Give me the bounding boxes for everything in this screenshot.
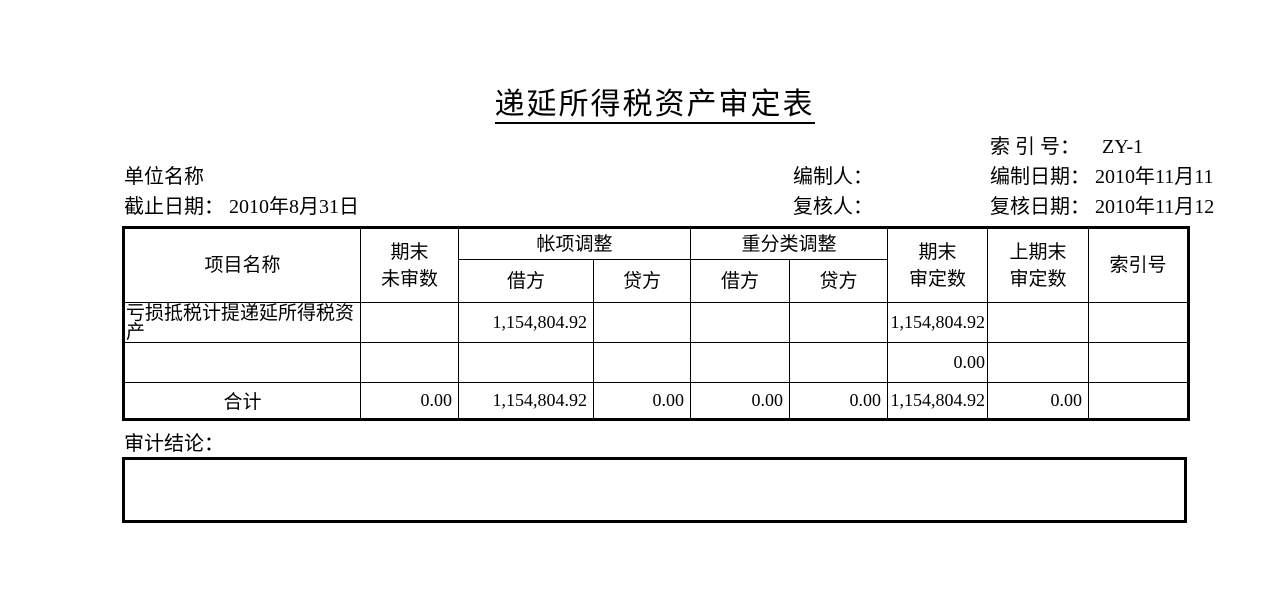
col-header-adj-credit: 贷方 [592, 259, 692, 303]
prepare-date-value: 2010年11月11 [1095, 166, 1214, 188]
cell-reclass-debit [690, 342, 791, 383]
review-date-label: 复核日期： [990, 196, 1090, 218]
cell-item-name: 亏损抵税计提递延所得税资产 [123, 302, 361, 343]
cutoff-date-value: 2010年8月31日 [229, 196, 359, 218]
cell-index-no [1088, 342, 1190, 383]
cell-ending-unaudited [360, 342, 459, 383]
cutoff-date-line: 截止日期： 2010年8月31日 [124, 196, 359, 218]
table-header-row-1: 项目名称 期末 未审数 帐项调整 重分类调整 期末 审定数 上期末 审定数 索引… [123, 227, 1190, 303]
cell-adj-debit [458, 342, 594, 383]
table-header-row-2: 借方 贷方 借方 贷方 [124, 259, 1189, 303]
col-header-ending-audited: 期末 审定数 [887, 227, 989, 303]
col-header-reclass-credit: 贷方 [789, 259, 889, 303]
index-number-line: 索 引 号： ZY-1 [990, 136, 1143, 158]
col-header-reclass-debit: 借方 [690, 259, 791, 303]
cell-reclass-debit [690, 302, 791, 343]
cell-prior-ending-audited: 0.00 [987, 382, 1090, 420]
cell-ending-audited: 1,154,804.92 [887, 382, 989, 420]
col-header-ending-unaudited: 期末 未审数 [360, 227, 459, 303]
review-date-value: 2010年11月12 [1095, 196, 1215, 218]
col-header-reclass-adjustment: 重分类调整 [690, 227, 889, 260]
table-total-row: 合计 0.00 1,154,804.92 0.00 0.00 0.00 1,15… [123, 382, 1190, 420]
cell-ending-unaudited [360, 302, 459, 343]
audit-conclusion-box [122, 457, 1187, 523]
audit-conclusion-label: 审计结论： [124, 433, 224, 455]
cell-index-no [1088, 382, 1190, 420]
col-header-index-no: 索引号 [1088, 227, 1190, 303]
page-title-text: 递延所得税资产审定表 [494, 88, 815, 124]
col-header-prior-ending-audited: 上期末 审定数 [987, 227, 1090, 303]
cell-ending-unaudited: 0.00 [360, 382, 459, 420]
cell-prior-ending-audited [987, 302, 1090, 343]
table-row: 亏损抵税计提递延所得税资产 1,154,804.92 1,154,804.92 [123, 302, 1190, 343]
col-header-account-adjustment: 帐项调整 [457, 227, 692, 260]
cell-index-no [1088, 302, 1190, 343]
cell-reclass-credit [789, 302, 889, 343]
cell-adj-credit [592, 302, 692, 343]
review-date-line: 复核日期： 2010年11月12 [990, 196, 1214, 218]
cell-item-name [123, 342, 361, 383]
prepare-date-line: 编制日期： 2010年11月11 [990, 166, 1214, 188]
cell-prior-ending-audited [987, 342, 1090, 383]
page-title: 递延所得税资产审定表 [122, 86, 1187, 124]
cell-ending-audited: 1,154,804.92 [887, 302, 989, 343]
prepare-date-label: 编制日期： [990, 166, 1090, 188]
table-row: 0.00 [123, 342, 1190, 383]
col-header-item-name: 项目名称 [123, 227, 361, 303]
cutoff-date-label: 截止日期： [124, 196, 224, 218]
cell-adj-credit [592, 342, 692, 383]
unit-name-label: 单位名称 [124, 166, 204, 188]
cell-adj-debit: 1,154,804.92 [458, 382, 594, 420]
col-header-adj-debit: 借方 [458, 259, 594, 303]
cell-reclass-credit: 0.00 [789, 382, 889, 420]
cell-reclass-credit [789, 342, 889, 383]
cell-adj-debit: 1,154,804.92 [458, 302, 594, 343]
preparer-label: 编制人： [793, 166, 873, 188]
cell-ending-audited: 0.00 [887, 342, 989, 383]
audit-table: 项目名称 期末 未审数 帐项调整 重分类调整 期末 审定数 上期末 审定数 索引… [122, 226, 1191, 421]
index-number-label: 索 引 号： [990, 136, 1080, 158]
index-number-value: ZY-1 [1102, 136, 1144, 158]
cell-reclass-debit: 0.00 [690, 382, 791, 420]
cell-total-label: 合计 [123, 382, 361, 420]
cell-adj-credit: 0.00 [592, 382, 692, 420]
reviewer-label: 复核人： [793, 196, 873, 218]
